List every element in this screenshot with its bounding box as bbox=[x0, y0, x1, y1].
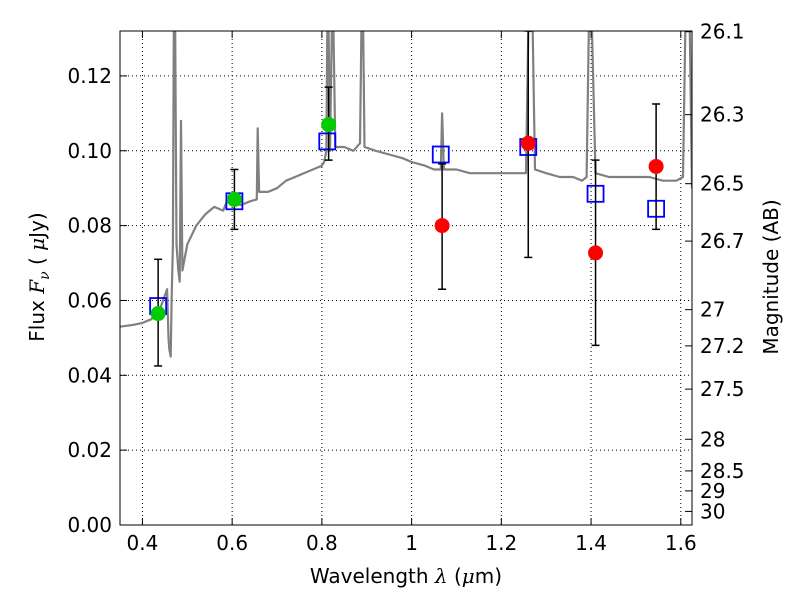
y2-tick-label: 30 bbox=[700, 499, 725, 523]
y-tick-label: 0.08 bbox=[67, 214, 112, 238]
y2-tick-label: 26.3 bbox=[700, 103, 745, 127]
data-point bbox=[226, 191, 242, 207]
y-tick-label: 0.10 bbox=[67, 139, 112, 163]
y2-tick-label: 28.5 bbox=[700, 459, 745, 483]
plot-frame bbox=[119, 30, 693, 526]
data-point bbox=[648, 158, 664, 174]
data-point bbox=[520, 135, 536, 151]
y-tick-label: 0.02 bbox=[67, 438, 112, 462]
y2-tick-label: 29 bbox=[700, 479, 725, 503]
y2-tick-label: 26.1 bbox=[700, 20, 745, 44]
y-tick-label: 0.12 bbox=[67, 64, 112, 88]
x-tick-label: 1.2 bbox=[485, 531, 517, 555]
x-tick-label: 1 bbox=[405, 531, 418, 555]
model-square-marker bbox=[431, 145, 450, 164]
y2-tick-label: 27 bbox=[700, 298, 725, 322]
x-tick-label: 0.8 bbox=[306, 531, 338, 555]
y2-tick-label: 27.2 bbox=[700, 334, 745, 358]
x-tick-label: 0.4 bbox=[127, 531, 159, 555]
x-tick-label: 0.6 bbox=[216, 531, 248, 555]
data-point bbox=[150, 306, 166, 322]
y2-tick-label: 27.5 bbox=[700, 377, 745, 401]
model-square-marker bbox=[318, 132, 337, 151]
y2-tick-label: 26.5 bbox=[700, 172, 745, 196]
data-point bbox=[434, 218, 450, 234]
y2-tick-label: 28 bbox=[700, 427, 725, 451]
plot-area bbox=[120, 31, 692, 367]
data-point bbox=[588, 245, 604, 261]
y-tick-label: 0.00 bbox=[67, 513, 112, 537]
x-axis-title: Wavelength λ (μm) bbox=[310, 564, 502, 588]
y2-axis-title: Magnitude (AB) bbox=[759, 199, 783, 354]
y-tick-label: 0.04 bbox=[67, 363, 112, 387]
y-axis-title: Flux Fν ( μJy) bbox=[25, 212, 53, 341]
y-tick-label: 0.06 bbox=[67, 288, 112, 312]
x-tick-label: 1.4 bbox=[575, 531, 607, 555]
x-tick-label: 1.6 bbox=[665, 531, 697, 555]
grid-lines bbox=[120, 31, 692, 526]
axis-ticks: 0.4 0.6 0.8 1 1.2 1.4 1.6 0.00 0.02 0.04 0.06 0.08 0… bbox=[67, 20, 744, 555]
spectrum-line bbox=[120, 31, 692, 358]
data-point bbox=[321, 117, 337, 133]
y2-tick-label: 26.7 bbox=[700, 229, 745, 253]
